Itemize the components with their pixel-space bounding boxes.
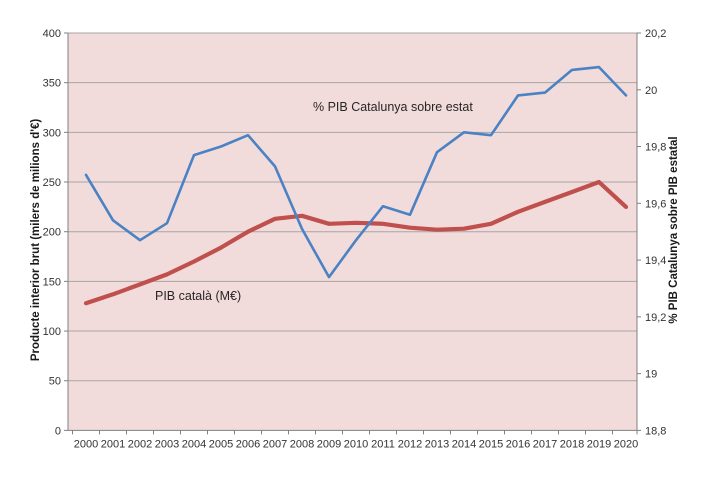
x-axis-tick-label: 2009 — [317, 438, 341, 450]
y-right-tick-label: 19 — [645, 369, 657, 381]
x-axis-tick-label: 2004 — [182, 438, 206, 450]
y-left-tick-label: 50 — [49, 376, 61, 388]
x-axis-tick-label: 2012 — [398, 438, 422, 450]
x-axis-tick-label: 2010 — [344, 438, 368, 450]
x-axis-tick-label: 2001 — [101, 438, 125, 450]
x-axis-tick-label: 2000 — [74, 438, 98, 450]
y-right-tick-label: 20 — [645, 85, 657, 97]
y-right-tick-label: 19,6 — [645, 198, 666, 210]
x-axis-tick-label: 2019 — [587, 438, 611, 450]
y-axis-right-title: % PIB Catalunya sobre PIB estatal — [668, 136, 680, 323]
y-right-tick-label: 20,2 — [645, 28, 666, 40]
y-left-tick-label: 350 — [43, 78, 61, 90]
pct-series-label: % PIB Catalunya sobre estat — [313, 100, 473, 114]
y-left-tick-label: 0 — [55, 425, 61, 437]
x-axis-tick-label: 2011 — [371, 438, 395, 450]
y-right-tick-label: 19,4 — [645, 255, 666, 267]
series-lines — [83, 65, 629, 306]
gridlines — [68, 32, 637, 382]
y-left-tick-label: 100 — [43, 326, 61, 338]
x-axis-tick-label: 2015 — [479, 438, 503, 450]
y-axis-right-labels: 18,8 19 19,2 19,4 19,6 19,8 20 20,2 — [645, 28, 666, 437]
tick-marks — [64, 32, 641, 435]
y-axis-left-labels: 0 50 100 150 200 250 300 350 400 — [43, 28, 61, 437]
series-line-pct-catalunya — [84, 65, 628, 279]
pib-series-label: PIB català (M€) — [155, 289, 241, 303]
x-axis-tick-label: 2008 — [290, 438, 314, 450]
x-axis-tick-label: 2013 — [425, 438, 449, 450]
x-axis-tick-label: 2002 — [128, 438, 152, 450]
x-axis-tick-label: 2014 — [452, 438, 476, 450]
annotations: % PIB Catalunya sobre estat PIB català (M… — [155, 100, 473, 303]
x-axis-tick-label: 2016 — [506, 438, 530, 450]
x-axis-labels: 2000 2001 2002 2003 2004 2005 2006 2007 2008 2009… — [74, 438, 638, 450]
y-left-tick-label: 150 — [43, 276, 61, 288]
y-left-tick-label: 400 — [43, 28, 61, 40]
x-axis-tick-label: 2003 — [155, 438, 179, 450]
x-axis-tick-label: 2006 — [236, 438, 260, 450]
x-axis-tick-label: 2007 — [263, 438, 287, 450]
y-right-tick-label: 19,2 — [645, 312, 666, 324]
y-right-tick-label: 19,8 — [645, 142, 666, 154]
x-axis-tick-label: 2020 — [614, 438, 638, 450]
y-left-tick-label: 250 — [43, 177, 61, 189]
series-line-pib-catala — [83, 179, 629, 306]
x-axis-tick-label: 2018 — [560, 438, 584, 450]
x-axis-tick-label: 2017 — [533, 438, 557, 450]
y-left-tick-label: 200 — [43, 227, 61, 239]
x-axis-tick-label: 2005 — [209, 438, 233, 450]
y-left-tick-label: 300 — [43, 127, 61, 139]
y-right-tick-label: 18,8 — [645, 425, 666, 437]
y-axis-left-title: Producte interior brut (milers de milion… — [30, 119, 42, 362]
